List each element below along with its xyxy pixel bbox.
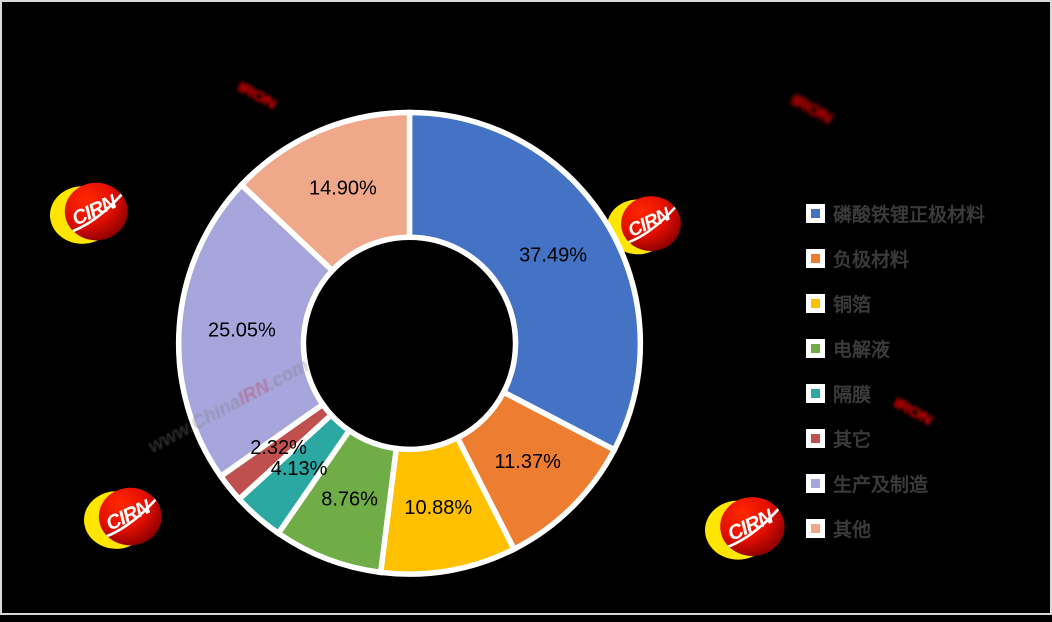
svg-text:14.90%: 14.90%: [309, 177, 377, 199]
svg-text:2.32%: 2.32%: [250, 437, 307, 459]
svg-text:37.49%: 37.49%: [519, 244, 587, 266]
svg-text:4.13%: 4.13%: [271, 458, 328, 480]
svg-text:25.05%: 25.05%: [208, 320, 276, 342]
svg-text:8.76%: 8.76%: [321, 488, 378, 510]
svg-text:10.88%: 10.88%: [404, 497, 472, 519]
svg-text:11.37%: 11.37%: [495, 451, 562, 473]
